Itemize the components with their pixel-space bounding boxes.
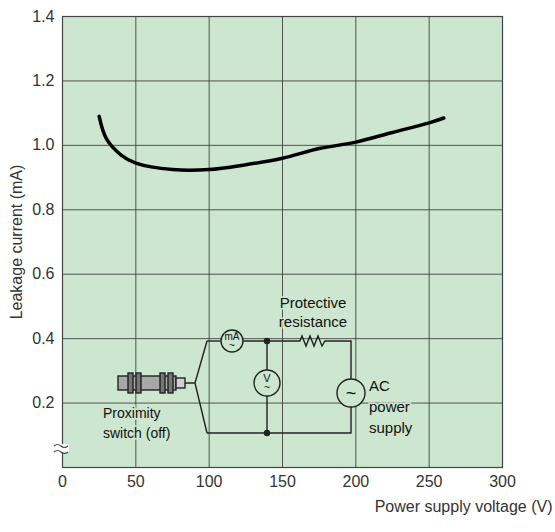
svg-text:AC: AC <box>369 377 390 394</box>
svg-text:250: 250 <box>416 473 443 490</box>
svg-text:0.8: 0.8 <box>32 201 54 218</box>
svg-text:50: 50 <box>127 473 145 490</box>
svg-text:supply: supply <box>369 419 413 436</box>
svg-text:switch (off): switch (off) <box>103 425 170 441</box>
svg-text:0.6: 0.6 <box>32 265 54 282</box>
svg-text:~: ~ <box>264 381 270 393</box>
svg-text:200: 200 <box>342 473 369 490</box>
svg-text:power: power <box>369 398 410 415</box>
svg-text:Power supply voltage (V): Power supply voltage (V) <box>375 498 553 515</box>
svg-text:300: 300 <box>489 473 516 490</box>
svg-text:1.4: 1.4 <box>32 8 54 25</box>
svg-text:0.2: 0.2 <box>32 394 54 411</box>
svg-text:~: ~ <box>229 340 235 351</box>
svg-text:1.2: 1.2 <box>32 72 54 89</box>
svg-text:Proximity: Proximity <box>103 405 161 421</box>
svg-text:150: 150 <box>269 473 296 490</box>
svg-text:resistance: resistance <box>279 313 347 330</box>
svg-text:Protective: Protective <box>280 294 347 311</box>
svg-text:mA: mA <box>224 331 240 342</box>
svg-text:Leakage current (mA): Leakage current (mA) <box>8 165 25 320</box>
svg-text:1.0: 1.0 <box>32 136 54 153</box>
svg-text:0: 0 <box>58 473 67 490</box>
svg-text:~: ~ <box>346 383 357 403</box>
svg-text:0.4: 0.4 <box>32 330 54 347</box>
svg-text:V: V <box>263 372 271 384</box>
svg-text:100: 100 <box>196 473 223 490</box>
